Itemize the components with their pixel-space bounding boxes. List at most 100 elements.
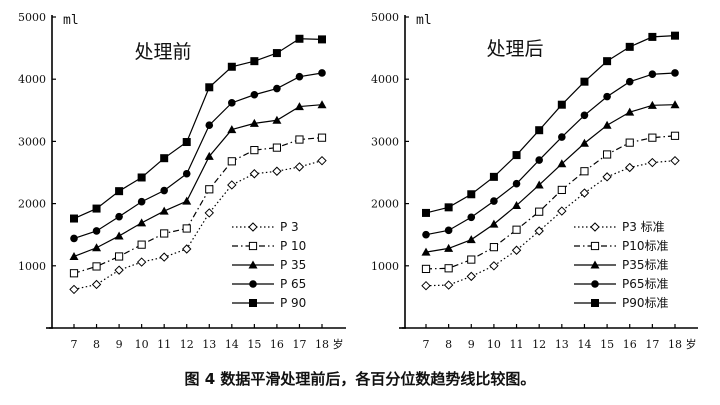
point [115,212,123,221]
point [535,156,543,164]
x-tick-label: 17 [645,338,659,351]
legend-label: P 10 [280,239,306,253]
point [444,243,454,252]
point [535,207,544,216]
point [466,235,476,244]
point [227,157,236,166]
point [489,243,499,252]
point [647,100,657,109]
point [317,155,327,166]
point [204,208,214,218]
point [648,32,657,41]
x-tick-label: 9 [468,338,475,351]
point [590,222,600,232]
point [421,280,431,291]
point [511,245,522,255]
point [557,185,566,195]
point [534,180,544,189]
legend-entry: P 3 [232,220,299,234]
x-tick-label: 12 [532,338,546,351]
point [444,226,453,235]
series-line [73,38,323,220]
legend-label: P 3 [280,220,299,234]
y-tick-label: 2000 [18,198,46,211]
point [227,62,236,71]
point [248,260,258,269]
point [670,131,680,140]
x-axis-label: 岁 [686,337,697,351]
point [671,69,679,77]
legend-entry: P90标准 [574,296,669,310]
point [579,138,589,147]
point [489,219,499,228]
x-tick-label: 9 [116,338,123,351]
point [205,121,214,130]
point [444,203,453,212]
y-tick-label: 3000 [18,135,46,148]
series-3 [69,100,327,260]
point [137,173,146,182]
legend-label: P65标准 [622,277,669,291]
point [295,72,304,81]
y-tick-label: 1000 [18,260,46,273]
point [671,31,679,40]
point [625,162,635,173]
series-line [425,104,676,253]
point [490,197,498,205]
point [182,244,192,254]
legend-label: P35标准 [622,258,669,272]
point [647,157,658,168]
x-tick-label: 18 [315,338,329,351]
point [591,299,599,307]
series-2 [421,131,680,274]
point [69,251,79,260]
legend-label: P 65 [280,277,306,291]
point [249,118,259,127]
series-2 [69,133,327,278]
x-tick-label: 14 [577,338,591,351]
chart-title: 处理后 [486,38,543,60]
point [115,187,124,196]
point [557,100,566,109]
point [159,206,169,215]
point [295,34,304,43]
x-tick-label: 14 [225,338,239,351]
x-tick-label: 17 [292,338,306,351]
legend-label: P90标准 [622,296,669,310]
point [512,151,521,160]
point [422,230,430,239]
chart-panel-1: 1000 2000 3000 4000 5000 7 8 9 10 11 12 13 14 15 16 17 1… [18,11,346,351]
point [137,218,147,227]
legend-label: P 90 [280,296,306,310]
point [670,155,680,166]
series-4 [422,69,679,239]
y-tick-label: 3000 [371,135,399,148]
point [670,100,680,109]
legend-entry: P10标准 [574,239,669,253]
point [205,185,214,194]
x-tick-label: 7 [423,338,430,351]
point [92,262,101,271]
point [444,264,453,273]
point [205,83,214,92]
point [159,252,169,262]
y-tick-label: 4000 [371,73,399,86]
series-1 [421,155,680,291]
point [512,225,521,234]
point [248,241,258,251]
point [421,264,431,274]
y-tick-label: 5000 [18,11,46,24]
point [294,102,304,111]
point [249,169,260,179]
point [160,229,169,238]
x-tick-label: 15 [247,338,261,351]
x-tick-label: 16 [270,338,284,351]
x-tick-label: 12 [180,338,194,351]
chart-title: 处理前 [134,41,191,63]
legend-label: P 35 [280,258,306,272]
point [70,234,78,243]
point [69,284,79,295]
series-5 [422,31,679,217]
point [603,57,612,66]
